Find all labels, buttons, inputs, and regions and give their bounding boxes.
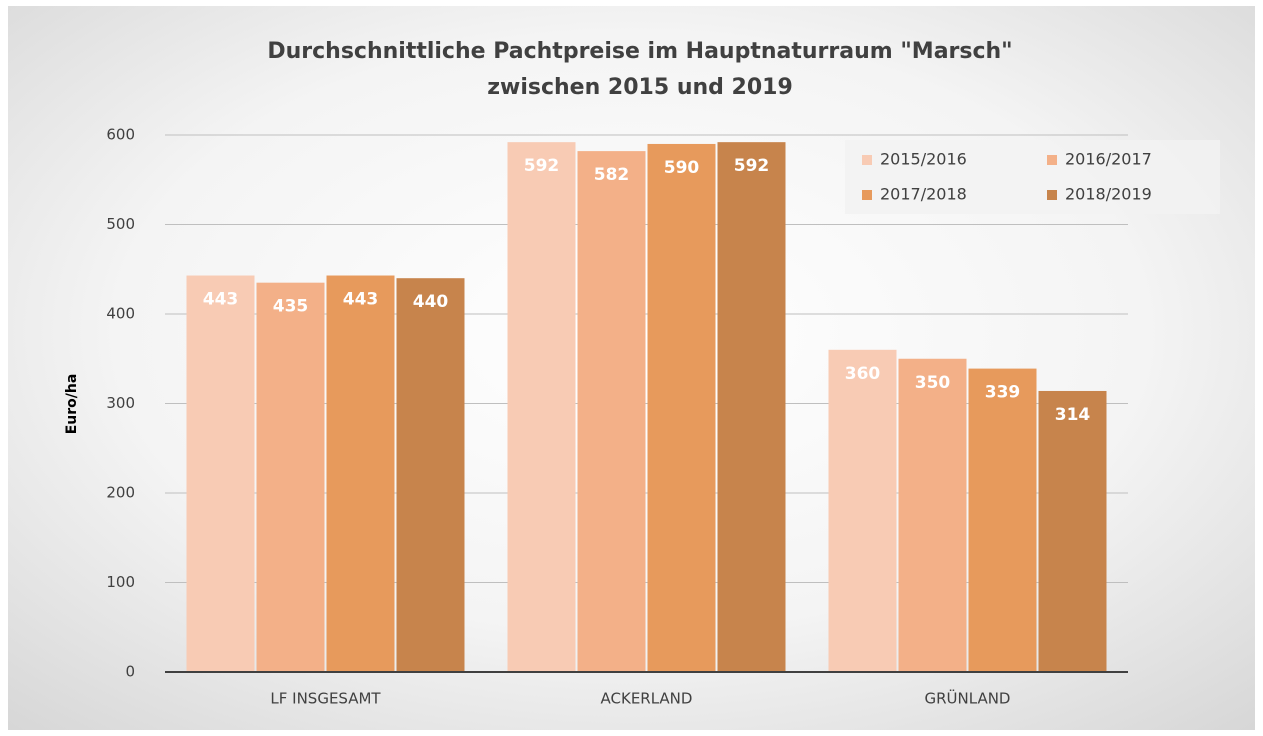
bar [396,278,465,672]
data-label: 435 [273,297,309,317]
data-label: 339 [985,383,1021,403]
data-label: 592 [524,156,560,176]
data-label: 443 [203,290,239,310]
legend-box [845,140,1220,214]
data-label: 440 [413,292,449,312]
x-tick-label: LF INSGESAMT [270,690,381,708]
chart-title: Durchschnittliche Pachtpreise im Hauptna… [267,39,1012,64]
legend-swatch [862,155,872,165]
chart-title: zwischen 2015 und 2019 [487,75,793,100]
bar [186,275,255,672]
bar [1038,390,1107,672]
y-tick-label: 300 [106,394,135,412]
legend-label: 2016/2017 [1065,150,1152,169]
data-label: 443 [343,290,379,310]
bar [326,275,395,672]
data-label: 592 [734,156,770,176]
legend-label: 2017/2018 [880,185,967,204]
bar [898,358,967,672]
y-tick-label: 600 [106,126,135,144]
bar [968,368,1037,672]
data-label: 350 [915,373,951,393]
x-tick-label: ACKERLAND [601,690,693,708]
bar [647,143,716,672]
y-tick-label: 200 [106,484,135,502]
data-label: 582 [594,165,630,185]
y-tick-label: 500 [106,215,135,233]
legend-label: 2015/2016 [880,150,967,169]
data-label: 360 [845,364,881,384]
bar [577,151,646,673]
legend-swatch [1047,155,1057,165]
bar [828,349,897,672]
y-tick-label: 100 [106,573,135,591]
bar [256,282,325,672]
legend-label: 2018/2019 [1065,185,1152,204]
bar [717,142,786,672]
data-label: 590 [664,158,700,178]
y-tick-label: 400 [106,305,135,323]
x-tick-label: GRÜNLAND [925,689,1011,708]
legend-swatch [1047,190,1057,200]
bar [507,142,576,672]
legend-swatch [862,190,872,200]
y-axis-title: Euro/ha [64,374,80,435]
y-tick-label: 0 [125,663,135,681]
data-label: 314 [1055,405,1091,425]
